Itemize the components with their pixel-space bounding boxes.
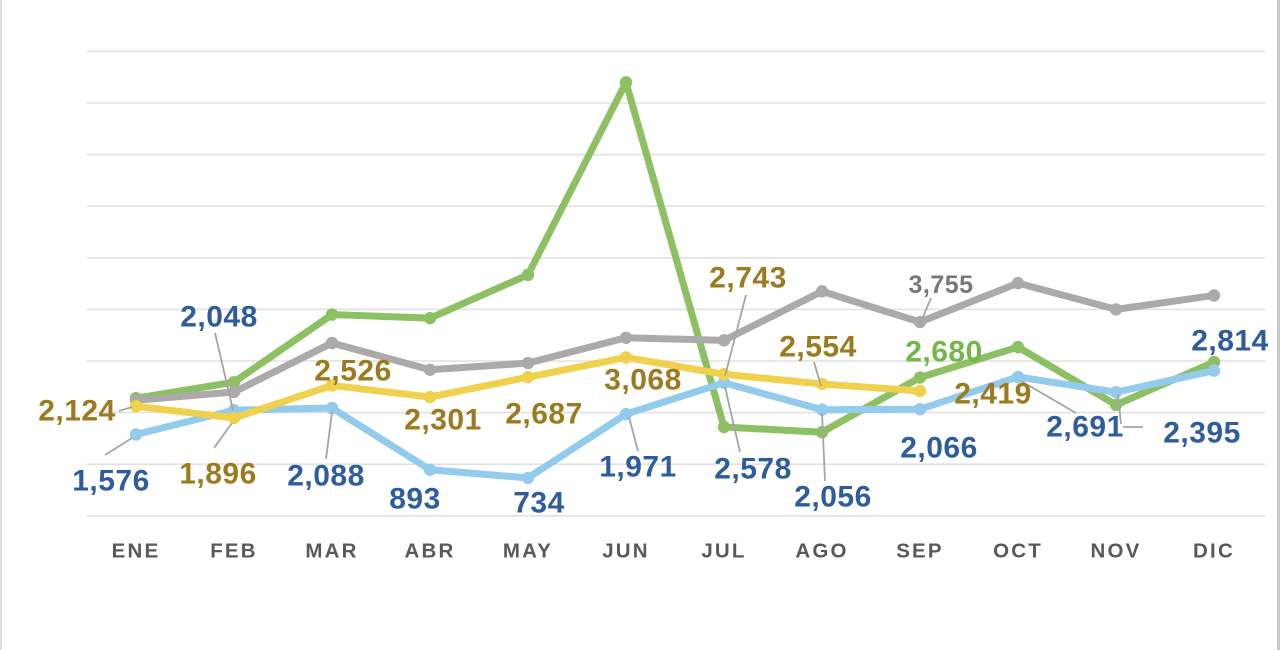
month-label-MAR: MAR [305, 540, 358, 563]
series-point-serie-gris-AGO [815, 285, 829, 298]
value-label-serie-amarilla: 2,419 [954, 378, 1032, 411]
leader-line [724, 386, 741, 453]
series-point-serie-gris-OCT [1011, 276, 1025, 290]
series-point-serie-verde-MAY [521, 268, 535, 282]
month-label-ENE: ENE [112, 540, 161, 563]
series-point-serie-azul-JUN [619, 407, 633, 421]
value-label-serie-azul: 2,395 [1163, 417, 1241, 450]
series-point-serie-amarilla-JUN [619, 351, 633, 364]
series-point-serie-gris-ABR [423, 363, 437, 376]
series-point-serie-azul-DIC [1207, 364, 1221, 377]
value-label-serie-amarilla: 1,896 [179, 458, 257, 491]
value-label-serie-gris: 3,755 [908, 271, 973, 299]
series-point-serie-amarilla-ENE [129, 400, 143, 413]
leader-line [724, 294, 747, 377]
value-label-serie-amarilla: 2,743 [709, 262, 787, 295]
value-label-serie-azul: 2,691 [1046, 411, 1124, 444]
series-point-serie-azul-MAR [325, 401, 339, 415]
month-label-SEP: SEP [896, 540, 944, 563]
month-label-ABR: ABR [404, 540, 455, 563]
series-point-serie-verde-OCT [1011, 340, 1025, 354]
leader-line [214, 332, 234, 411]
value-label-serie-azul: 2,088 [287, 460, 365, 493]
series-line-serie-verde [132, 78, 1218, 436]
series-point-serie-azul-ABR [423, 463, 437, 476]
leader-line [813, 361, 822, 387]
series-point-serie-azul-NOV [1109, 386, 1123, 399]
leader-line [821, 412, 826, 482]
series-point-serie-amarilla-JUL [717, 368, 731, 381]
series-point-serie-verde-ABR [423, 311, 437, 325]
leader-line [118, 406, 133, 412]
series-point-serie-amarilla-SEP [913, 384, 927, 398]
month-label-JUL: JUL [701, 540, 746, 563]
series-point-serie-amarilla-ABR [423, 390, 437, 404]
series-point-serie-gris-MAY [521, 356, 535, 370]
value-label-serie-azul: 734 [513, 487, 565, 520]
series-point-serie-verde-FEB [227, 375, 241, 389]
leader-line [919, 297, 932, 325]
series-point-serie-verde-JUN [619, 76, 633, 89]
series-line-serie-azul [132, 367, 1218, 482]
month-label-DIC: DIC [1193, 540, 1235, 563]
value-label-serie-azul: 2,066 [900, 432, 978, 465]
value-label-serie-azul: 2,048 [180, 301, 258, 334]
value-label-serie-azul: 2,814 [1191, 325, 1269, 358]
value-label-serie-azul: 1,576 [72, 465, 150, 498]
value-label-serie-azul: 1,971 [599, 451, 677, 484]
month-label-JUN: JUN [602, 540, 650, 563]
series-point-serie-gris-NOV [1109, 303, 1123, 316]
leader-line [104, 437, 133, 456]
value-label-serie-amarilla: 2,301 [404, 404, 482, 437]
value-label-serie-amarilla: 2,687 [505, 398, 583, 431]
month-label-FEB: FEB [210, 540, 258, 563]
value-label-serie-azul: 2,578 [714, 453, 792, 486]
series-point-serie-amarilla-MAR [325, 379, 339, 392]
series-line-serie-gris [132, 279, 1218, 404]
value-label-serie-azul: 2,056 [794, 481, 872, 514]
value-label-serie-verde: 2,680 [905, 336, 983, 369]
series-point-serie-azul-SEP [913, 402, 927, 416]
series-point-serie-azul-MAY [521, 471, 535, 485]
series-point-serie-verde-JUL [717, 420, 731, 434]
month-label-AGO: AGO [795, 540, 848, 563]
series-point-serie-verde-MAR [325, 308, 339, 321]
series-point-serie-gris-FEB [227, 385, 241, 399]
series-point-serie-verde-DIC [1207, 355, 1221, 369]
series-point-serie-azul-JUL [717, 376, 731, 389]
month-label-MAY: MAY [503, 540, 553, 563]
value-label-serie-amarilla: 3,068 [604, 364, 682, 397]
month-label-NOV: NOV [1090, 540, 1141, 563]
leader-line [325, 411, 333, 460]
leader-line [1117, 393, 1122, 425]
leader-line [213, 422, 233, 449]
series-point-serie-verde-SEP [913, 371, 927, 384]
leader-line [628, 416, 639, 452]
series-point-serie-amarilla-FEB [227, 411, 241, 425]
leader-line [1020, 380, 1077, 414]
series-point-serie-amarilla-MAY [521, 370, 535, 384]
value-label-serie-amarilla: 2,124 [38, 395, 116, 428]
series-point-serie-gris-JUL [717, 334, 731, 347]
series-point-serie-azul-AGO [815, 403, 829, 416]
value-label-serie-amarilla: 2,554 [779, 331, 857, 364]
series-point-serie-gris-MAR [325, 336, 339, 350]
series-point-serie-amarilla-AGO [815, 377, 829, 391]
series-point-serie-azul-ENE [129, 428, 143, 441]
series-point-serie-gris-DIC [1207, 289, 1221, 302]
series-point-serie-gris-JUN [619, 331, 633, 344]
series-point-serie-azul-OCT [1011, 370, 1025, 384]
value-label-serie-amarilla: 2,526 [314, 355, 392, 388]
month-label-OCT: OCT [993, 540, 1043, 563]
value-label-serie-azul: 893 [389, 483, 441, 516]
